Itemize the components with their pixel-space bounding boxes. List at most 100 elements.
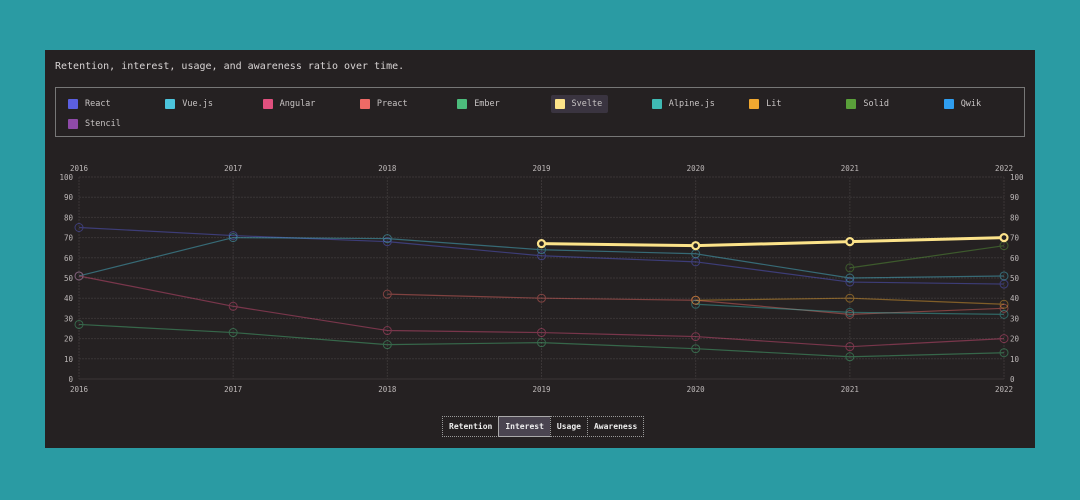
legend-item-preact[interactable]: Preact: [356, 95, 414, 113]
data-point-vuejs: [74, 271, 84, 281]
y-tick-label-left: 30: [64, 314, 74, 323]
tab-usage[interactable]: Usage: [549, 416, 588, 437]
data-point-react: [845, 277, 855, 287]
series-ember: [74, 319, 1009, 362]
x-tick-label-bottom: 2017: [224, 385, 242, 394]
data-point-svelte: [536, 239, 547, 249]
series-line-svelte: [541, 236, 1005, 248]
y-tick-label-right: 50: [1010, 274, 1020, 283]
x-tick-label-top: 2022: [995, 164, 1013, 173]
x-tick-label-bottom: 2018: [378, 385, 397, 394]
y-tick-label-left: 100: [59, 173, 73, 182]
legend-swatch: [846, 99, 857, 109]
x-tick-label-top: 2021: [841, 164, 859, 173]
data-point-react: [691, 257, 701, 267]
legend-item-angular[interactable]: Angular: [259, 95, 322, 113]
legend-label: Vue.js: [182, 99, 214, 109]
series-line-ember: [78, 323, 1005, 358]
legend-label: React: [85, 99, 111, 109]
legend-item-alpinejs[interactable]: Alpine.js: [648, 95, 721, 113]
y-tick-label-right: 10: [1010, 355, 1020, 364]
data-point-ember: [999, 348, 1009, 358]
x-tick-label-bottom: 2016: [70, 385, 89, 394]
series-line-lit: [695, 297, 1005, 305]
data-point-angular: [845, 342, 855, 352]
series-alpinejs: [691, 299, 1009, 319]
y-tick-label-left: 20: [64, 335, 74, 344]
y-tick-label-right: 70: [1010, 234, 1020, 243]
legend-item-vuejs[interactable]: Vue.js: [161, 95, 219, 113]
y-tick-label-left: 10: [64, 355, 74, 364]
legend-label: Alpine.js: [668, 99, 715, 109]
legend-item-lit[interactable]: Lit: [745, 95, 787, 113]
data-point-vuejs: [845, 273, 855, 283]
series-preact: [382, 289, 1009, 319]
y-tick-label-left: 90: [64, 193, 74, 202]
series-react: [74, 223, 1009, 289]
legend-label: Qwik: [960, 99, 982, 109]
data-point-vuejs: [228, 233, 238, 243]
y-tick-label-right: 30: [1010, 314, 1020, 323]
legend-swatch: [262, 99, 273, 109]
legend-swatch: [359, 99, 370, 109]
data-point-alpinejs: [691, 299, 701, 309]
data-point-preact: [999, 303, 1009, 313]
data-point-ember: [691, 344, 701, 354]
legend-item-ember[interactable]: Ember: [453, 95, 506, 113]
data-point-lit: [999, 299, 1009, 309]
legend-item-solid[interactable]: Solid: [842, 95, 895, 113]
x-tick-label-top: 2018: [378, 164, 397, 173]
series-line-solid: [849, 245, 1005, 269]
legend-swatch: [68, 119, 78, 129]
series-line-angular: [78, 275, 1005, 348]
x-tick-label-top: 2017: [224, 164, 242, 173]
tab-retention[interactable]: Retention: [442, 416, 500, 437]
tab-awareness[interactable]: Awareness: [586, 416, 645, 437]
data-point-preact: [382, 289, 392, 299]
series-line-alpinejs: [695, 303, 1005, 315]
data-point-angular: [74, 271, 84, 281]
legend-label: Angular: [279, 99, 316, 109]
data-point-alpinejs: [999, 309, 1009, 319]
y-tick-label-right: 90: [1010, 193, 1020, 202]
legend-swatch: [554, 99, 565, 109]
series-angular: [74, 271, 1009, 352]
series-lit: [691, 293, 1009, 309]
data-point-alpinejs: [845, 307, 855, 317]
legend-label: Ember: [474, 99, 500, 109]
data-point-ember: [845, 352, 855, 362]
y-tick-label-right: 0: [1010, 375, 1015, 384]
data-point-svelte: [999, 233, 1009, 243]
legend-item-stencil[interactable]: Stencil: [64, 115, 127, 133]
series-line-preact: [387, 293, 1005, 315]
x-tick-label-top: 2020: [687, 164, 706, 173]
x-tick-label-bottom: 2021: [841, 385, 859, 394]
data-point-preact: [691, 295, 701, 305]
data-point-vuejs: [382, 234, 392, 244]
data-point-react: [382, 237, 392, 247]
y-tick-label-left: 70: [64, 234, 74, 243]
data-point-angular: [999, 334, 1009, 344]
legend-item-qwik[interactable]: Qwik: [940, 95, 987, 113]
legend-label: Lit: [766, 99, 782, 109]
legend-item-svelte[interactable]: Svelte: [550, 95, 609, 113]
x-tick-label-top: 2016: [70, 164, 89, 173]
data-point-ember: [228, 328, 238, 338]
data-point-ember: [382, 340, 392, 350]
y-tick-label-right: 100: [1010, 173, 1024, 182]
chart-title: Retention, interest, usage, and awarenes…: [55, 61, 405, 72]
legend-swatch: [165, 99, 176, 109]
x-tick-label-bottom: 2020: [687, 385, 706, 394]
series-solid: [845, 241, 1009, 273]
legend-item-react[interactable]: React: [64, 95, 117, 113]
tab-interest[interactable]: Interest: [498, 416, 551, 437]
y-tick-label-right: 40: [1010, 294, 1020, 303]
series-line-react: [78, 226, 1005, 285]
metric-tabs: Retention Interest Usage Awareness: [442, 416, 645, 437]
series-vuejs: [74, 233, 1009, 283]
legend-swatch: [943, 99, 954, 109]
legend-swatch: [68, 99, 78, 109]
legend-swatch: [651, 99, 662, 109]
y-tick-label-right: 60: [1010, 254, 1020, 263]
